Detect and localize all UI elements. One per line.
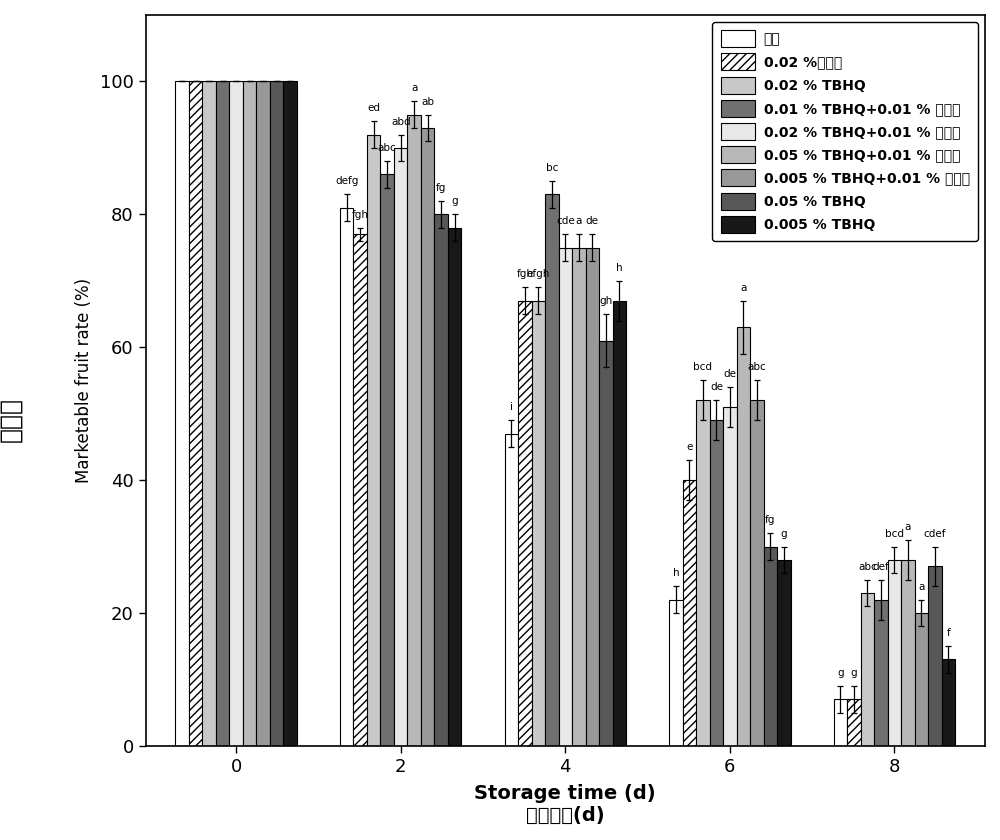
Bar bbox=[283, 81, 297, 746]
Bar bbox=[175, 81, 189, 746]
Bar bbox=[353, 234, 367, 746]
Text: bc: bc bbox=[546, 163, 558, 173]
Bar bbox=[243, 81, 256, 746]
Bar bbox=[505, 433, 518, 746]
Text: g: g bbox=[837, 668, 844, 678]
Bar bbox=[434, 214, 448, 746]
X-axis label: Storage time (d)
贮藏时间(d): Storage time (d) 贮藏时间(d) bbox=[475, 784, 656, 825]
Bar bbox=[421, 128, 434, 746]
Text: g: g bbox=[851, 668, 857, 678]
Text: g: g bbox=[781, 528, 787, 538]
Bar bbox=[599, 340, 613, 746]
Text: a: a bbox=[740, 283, 747, 292]
Bar bbox=[448, 228, 461, 746]
Bar bbox=[834, 700, 847, 746]
Text: efgh: efgh bbox=[527, 270, 550, 280]
Text: abc: abc bbox=[748, 362, 766, 372]
Bar bbox=[710, 420, 723, 746]
Bar bbox=[216, 81, 229, 746]
Text: i: i bbox=[510, 402, 513, 412]
Bar bbox=[518, 301, 532, 746]
Text: e: e bbox=[686, 442, 693, 452]
Text: f: f bbox=[947, 628, 950, 638]
Text: a: a bbox=[918, 582, 925, 591]
Text: a: a bbox=[411, 83, 417, 93]
Bar bbox=[901, 559, 915, 746]
Text: a: a bbox=[576, 216, 582, 226]
Bar bbox=[270, 81, 283, 746]
Text: fg: fg bbox=[765, 515, 776, 525]
Text: cdef: cdef bbox=[924, 528, 946, 538]
Text: h: h bbox=[673, 569, 679, 579]
Bar bbox=[380, 175, 394, 746]
Text: h: h bbox=[616, 263, 623, 273]
Bar bbox=[942, 659, 955, 746]
Text: de: de bbox=[710, 382, 723, 392]
Text: de: de bbox=[586, 216, 599, 226]
Bar bbox=[888, 559, 901, 746]
Text: g: g bbox=[451, 197, 458, 207]
Bar bbox=[737, 328, 750, 746]
Bar bbox=[572, 248, 586, 746]
Bar bbox=[367, 134, 380, 746]
Bar bbox=[861, 593, 874, 746]
Legend: 清水, 0.02 %和鲜胺, 0.02 % TBHQ, 0.01 % TBHQ+0.01 % 和鲜胺, 0.02 % TBHQ+0.01 % 和鲜胺, 0.05: 清水, 0.02 %和鲜胺, 0.02 % TBHQ, 0.01 % TBHQ+… bbox=[712, 22, 978, 241]
Text: bcd: bcd bbox=[885, 528, 904, 538]
Bar bbox=[256, 81, 270, 746]
Text: abc: abc bbox=[858, 562, 877, 572]
Bar bbox=[189, 81, 202, 746]
Bar bbox=[229, 81, 243, 746]
Text: abd: abd bbox=[391, 117, 411, 127]
Bar bbox=[915, 613, 928, 746]
Bar bbox=[559, 248, 572, 746]
Bar bbox=[545, 194, 559, 746]
Bar bbox=[723, 407, 737, 746]
Bar bbox=[928, 566, 942, 746]
Bar bbox=[586, 248, 599, 746]
Bar bbox=[683, 480, 696, 746]
Bar bbox=[394, 148, 407, 746]
Text: fgh: fgh bbox=[516, 270, 533, 280]
Text: abc: abc bbox=[378, 143, 397, 153]
Text: def: def bbox=[873, 562, 889, 572]
Text: fgh: fgh bbox=[352, 210, 369, 219]
Text: a: a bbox=[905, 522, 911, 532]
Bar bbox=[340, 207, 353, 746]
Text: bcd: bcd bbox=[693, 362, 712, 372]
Text: ed: ed bbox=[367, 103, 380, 113]
Bar bbox=[750, 401, 764, 746]
Bar bbox=[202, 81, 216, 746]
Text: gh: gh bbox=[599, 296, 612, 306]
Text: fg: fg bbox=[436, 183, 446, 193]
Text: cde: cde bbox=[556, 216, 575, 226]
Bar bbox=[764, 547, 777, 746]
Bar bbox=[777, 559, 791, 746]
Bar bbox=[532, 301, 545, 746]
Text: ab: ab bbox=[421, 97, 434, 107]
Bar bbox=[696, 401, 710, 746]
Text: de: de bbox=[723, 369, 736, 379]
Bar bbox=[407, 115, 421, 746]
Bar bbox=[874, 600, 888, 746]
Y-axis label: Marketable fruit rate (%): Marketable fruit rate (%) bbox=[75, 278, 93, 483]
Bar bbox=[847, 700, 861, 746]
Bar bbox=[669, 600, 683, 746]
Text: defg: defg bbox=[335, 176, 358, 186]
Text: 好果率: 好果率 bbox=[0, 397, 22, 443]
Bar bbox=[613, 301, 626, 746]
